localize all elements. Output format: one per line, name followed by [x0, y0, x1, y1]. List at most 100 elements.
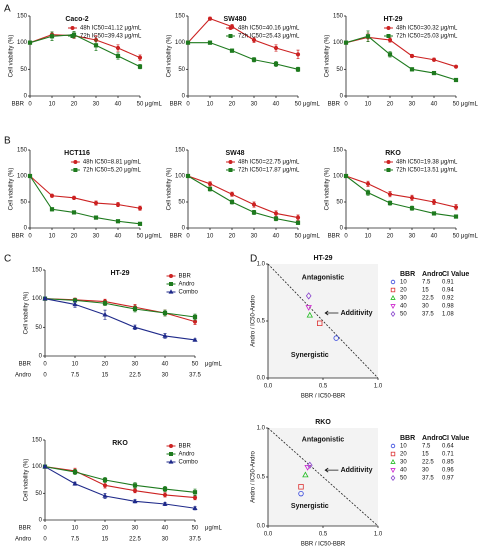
x-tick-label: 10 — [72, 362, 79, 368]
data-point — [387, 37, 393, 43]
data-point — [305, 305, 312, 311]
legend-label: Combo — [179, 290, 199, 296]
legend-marker — [73, 159, 78, 164]
x-tick-label: 30 — [409, 102, 416, 108]
y-tick-label: 50 — [20, 67, 27, 73]
y-tick-label: 50 — [35, 491, 42, 497]
x-tick-label: 40 — [162, 362, 169, 368]
data-point — [409, 206, 415, 211]
table-cell: 37.5 — [422, 476, 434, 482]
series-line — [44, 466, 196, 499]
table-cell: 20 — [400, 452, 407, 458]
data-point — [333, 335, 339, 341]
x2-tick-label: 0 — [43, 537, 47, 543]
y-tick-label: 1.0 — [257, 262, 266, 268]
data-point — [251, 57, 257, 62]
table-cell: 15 — [422, 452, 429, 458]
data-point — [409, 67, 415, 72]
legend-label: BBR — [179, 274, 192, 280]
x-unit: μg/mL — [205, 362, 222, 368]
data-point — [207, 186, 213, 192]
x-tick-label: 0 — [28, 102, 32, 108]
table-cell: 0.98 — [442, 304, 454, 310]
y-tick-label: 150 — [32, 438, 43, 444]
x-tick-label: 10 — [365, 234, 372, 240]
y-tick-label: 150 — [32, 268, 43, 274]
x-label: BBR — [328, 102, 341, 108]
data-point — [49, 207, 55, 212]
table-cell: 10 — [400, 280, 407, 286]
data-point — [162, 333, 168, 338]
table-cell: 10 — [400, 444, 407, 450]
legend-label: 48h IC50=30.32 μg/mL — [396, 26, 458, 32]
table-header: BBR — [400, 271, 415, 278]
legend-marker — [386, 25, 391, 30]
panel-label: C — [4, 254, 11, 265]
y-tick-label: 0.0 — [257, 524, 266, 530]
data-point — [115, 45, 121, 51]
data-point — [115, 202, 121, 207]
data-point — [298, 484, 304, 490]
chart-title: RKO — [112, 440, 128, 447]
y-tick-label: 150 — [333, 148, 344, 154]
x-tick-label: 30 — [251, 102, 258, 108]
x-tick-label: 0 — [43, 362, 47, 368]
y-tick-label: 0 — [24, 94, 28, 100]
x2-tick-label: 30 — [162, 373, 169, 379]
table-cell: 0.64 — [442, 444, 454, 450]
legend-label: 48h IC50=41.12 μg/mL — [80, 26, 142, 32]
y-tick-label: 50 — [336, 67, 343, 73]
annotation: Additivity — [341, 467, 373, 474]
y-tick-label: 50 — [20, 200, 27, 206]
chart-title: SW480 — [224, 16, 247, 23]
series-line — [29, 175, 141, 225]
data-point — [229, 192, 235, 197]
data-point — [409, 195, 415, 200]
data-point — [93, 43, 99, 48]
x-tick-label: 20 — [102, 526, 109, 532]
data-point — [365, 34, 371, 39]
table-cell: 50 — [400, 476, 407, 482]
data-point — [185, 173, 191, 179]
data-point — [273, 216, 279, 221]
x-tick-label: 20 — [71, 234, 78, 240]
x-label: BBR — [19, 362, 32, 368]
legend-label: Andro — [179, 282, 196, 288]
x-tick-label: 30 — [251, 234, 258, 240]
series-line — [345, 36, 457, 68]
x-tick-label: 50 — [453, 102, 460, 108]
annotation: Synergistic — [291, 503, 329, 510]
x2-tick-label: 7.5 — [71, 537, 80, 543]
x2-tick-label: 0 — [43, 373, 47, 379]
legend-marker — [390, 468, 396, 473]
series-line — [188, 42, 299, 70]
data-point — [72, 480, 78, 486]
x-tick-label: 10 — [49, 102, 56, 108]
x-tick-label: 40 — [431, 102, 438, 108]
y-tick-label: 150 — [175, 148, 186, 154]
x-label: BBR — [328, 234, 341, 240]
data-point — [137, 221, 143, 226]
data-point — [306, 461, 313, 469]
data-point — [71, 195, 77, 200]
y-tick-label: 100 — [333, 174, 344, 180]
legend-label: 48h IC50=19.38 μg/mL — [396, 160, 458, 166]
y-tick-label: 0.5 — [257, 319, 266, 325]
data-point — [27, 40, 33, 45]
x-unit: μg/mL — [145, 102, 162, 108]
legend-marker — [168, 443, 173, 448]
data-point — [115, 219, 121, 224]
legend-label: 72h IC50=17.87 μg/mL — [238, 168, 300, 174]
panel-label: B — [4, 136, 11, 147]
legend-label: Andro — [179, 452, 196, 458]
table-header: BBR — [400, 435, 415, 442]
y-tick-label: 0 — [182, 94, 186, 100]
legend-label: 72h IC50=5.20 μg/mL — [83, 168, 142, 174]
chart-title: Caco-2 — [65, 16, 88, 23]
x-tick-label: 30 — [132, 526, 139, 532]
data-point — [49, 34, 55, 39]
legend-marker — [228, 167, 233, 172]
data-point — [207, 40, 213, 45]
chart-title: HT-29 — [313, 255, 332, 262]
